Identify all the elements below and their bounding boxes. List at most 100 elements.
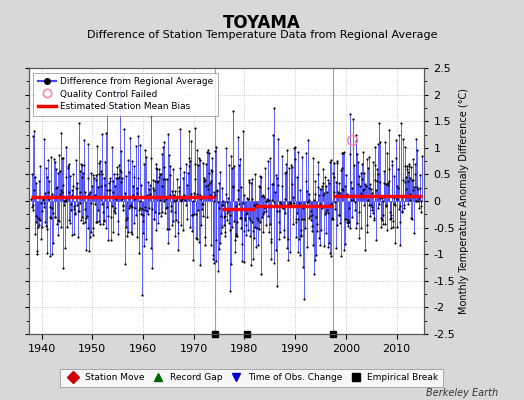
Point (233, 219, 241, 225)
Point (217, 213, 225, 220)
Point (189, 198, 198, 204)
Point (322, 183, 331, 190)
Point (214, 268, 222, 275)
Point (354, 158, 362, 165)
Point (330, 174, 338, 180)
Point (229, 108, 237, 114)
Point (33, 250, 41, 257)
Point (117, 179, 125, 186)
Point (262, 208, 270, 214)
Point (319, 192, 327, 198)
Point (32, 180, 41, 186)
Point (382, 203, 390, 209)
Point (347, 197, 355, 203)
Point (190, 211, 198, 218)
Point (54, 232, 62, 238)
Point (257, 174, 265, 180)
Point (119, 194, 128, 200)
Point (375, 195, 384, 201)
Point (296, 187, 304, 193)
Point (275, 219, 283, 225)
Point (177, 222, 185, 228)
Point (247, 262, 255, 268)
Point (129, 173, 138, 180)
Point (204, 147, 212, 153)
Point (141, 236, 150, 243)
Point (301, 224, 310, 231)
Point (201, 242, 210, 248)
Point (146, 155, 155, 161)
Point (393, 183, 401, 189)
Y-axis label: Monthly Temperature Anomaly Difference (°C): Monthly Temperature Anomaly Difference (… (460, 88, 470, 314)
Point (174, 188, 183, 194)
Point (201, 234, 209, 240)
Point (279, 205, 287, 212)
Point (277, 202, 285, 209)
Point (342, 172, 350, 178)
Point (353, 220, 362, 226)
Point (146, 190, 154, 197)
Point (319, 180, 327, 186)
Point (404, 169, 412, 175)
Point (73, 180, 81, 186)
Point (135, 206, 144, 213)
Point (224, 195, 233, 202)
Point (184, 155, 193, 161)
Point (118, 175, 126, 182)
Point (147, 245, 155, 252)
Point (68, 192, 76, 198)
Point (35, 216, 43, 222)
Point (70, 203, 79, 209)
Point (360, 202, 368, 208)
Point (49, 240, 58, 246)
Point (231, 237, 239, 243)
Point (215, 245, 223, 252)
Point (364, 196, 372, 203)
Point (60, 198, 69, 205)
Point (292, 210, 301, 217)
Point (219, 198, 227, 204)
Point (59, 182, 68, 188)
Point (387, 212, 396, 218)
Point (106, 178, 114, 184)
Point (59, 265, 67, 271)
Point (55, 218, 63, 224)
Point (315, 201, 324, 208)
Point (207, 166, 215, 173)
Point (83, 174, 92, 181)
Point (83, 213, 91, 219)
Point (371, 177, 379, 183)
Point (53, 217, 62, 224)
Point (127, 229, 135, 235)
Point (369, 215, 378, 222)
Point (194, 207, 202, 214)
Point (79, 170, 87, 176)
Point (405, 160, 413, 167)
Point (182, 194, 191, 200)
Point (314, 184, 322, 191)
Point (363, 156, 372, 163)
Point (231, 203, 239, 210)
Point (30, 128, 38, 134)
Point (38, 193, 46, 200)
Point (325, 250, 334, 256)
Point (34, 214, 42, 221)
Point (354, 172, 363, 179)
Point (139, 160, 148, 167)
Point (34, 224, 42, 230)
Point (347, 214, 356, 220)
Point (212, 237, 220, 243)
Point (293, 249, 302, 255)
Point (137, 206, 146, 213)
Point (128, 231, 136, 237)
Point (106, 214, 115, 220)
Point (256, 184, 265, 190)
Point (391, 155, 400, 162)
Point (107, 237, 115, 243)
Point (341, 183, 350, 189)
Point (94, 171, 103, 177)
Point (194, 238, 203, 245)
Point (38, 224, 47, 230)
Point (182, 161, 190, 167)
Point (122, 173, 130, 179)
